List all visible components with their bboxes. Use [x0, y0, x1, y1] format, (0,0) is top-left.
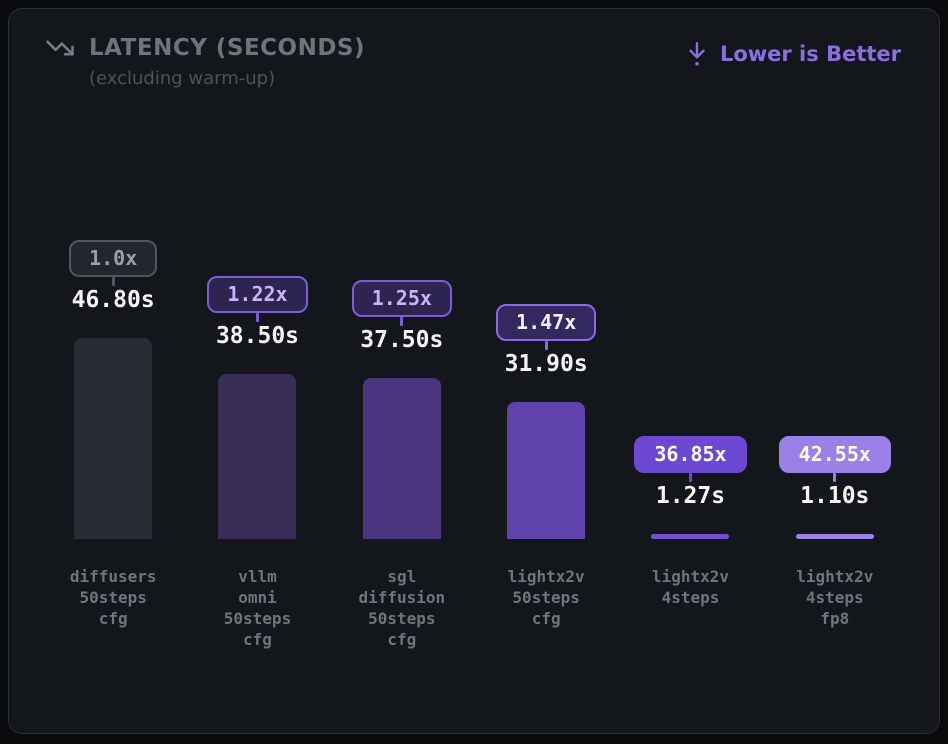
- badge-stem: [255, 313, 259, 322]
- lower-is-better-note: Lower is Better: [684, 39, 901, 69]
- bar-label: lightx2v 50steps cfg: [507, 567, 585, 628]
- bar-stack: 1.22x 38.50s: [207, 93, 308, 539]
- badge-stem: [833, 473, 837, 482]
- latency-value: 1.10s: [800, 483, 870, 509]
- bar-stack: 1.0x 46.80s: [69, 93, 158, 539]
- bar-stack: 1.25x 37.50s: [351, 93, 452, 539]
- badge-stem: [688, 473, 692, 482]
- bar-stack: 1.47x 31.90s: [496, 93, 597, 539]
- bar-label: lightx2v 4steps fp8: [796, 567, 874, 628]
- latency-value: 31.90s: [504, 351, 588, 377]
- speedup-badge: 36.85x: [634, 436, 747, 473]
- bar-label: diffusers 50steps cfg: [69, 567, 157, 628]
- bar-chart: 1.0x 46.80s diffusers 50steps cfg 1.22x 38.5…: [41, 93, 907, 650]
- badge-stem: [111, 277, 115, 286]
- trending-down-icon: [45, 33, 75, 63]
- bar-label: sgl diffusion 50steps cfg: [358, 567, 446, 649]
- bar-column: 42.55x 1.10s lightx2v 4steps fp8: [763, 93, 907, 650]
- badge-stem: [400, 317, 404, 326]
- card-header: LATENCY (SECONDS) (excluding warm-up) Lo…: [9, 9, 939, 93]
- bar: [651, 534, 730, 539]
- latency-chart-card: LATENCY (SECONDS) (excluding warm-up) Lo…: [8, 8, 940, 734]
- bar-stack: 42.55x 1.10s: [778, 93, 891, 539]
- title-row: LATENCY (SECONDS): [45, 33, 365, 63]
- bar: [74, 338, 153, 539]
- bar-stack: 36.85x 1.27s: [634, 93, 747, 539]
- speedup-badge: 42.55x: [778, 436, 891, 473]
- arrow-down-to-dot-icon: [684, 39, 710, 69]
- badge-stem: [544, 341, 548, 350]
- bar: [507, 402, 586, 539]
- bar-column: 1.22x 38.50s vllm omni 50steps cfg: [185, 93, 329, 650]
- latency-value: 38.50s: [215, 323, 300, 349]
- bar-label: lightx2v 4steps: [651, 567, 729, 607]
- latency-value: 37.50s: [360, 327, 444, 353]
- bar-column: 1.47x 31.90s lightx2v 50steps cfg: [474, 93, 618, 650]
- bar-column: 1.25x 37.50s sgl diffusion 50steps cfg: [330, 93, 474, 650]
- lower-is-better-label: Lower is Better: [719, 42, 901, 66]
- speedup-badge: 1.22x: [207, 276, 308, 313]
- bar-label: vllm omni 50steps cfg: [223, 567, 292, 649]
- bar-column: 1.0x 46.80s diffusers 50steps cfg: [41, 93, 185, 650]
- bar: [218, 374, 297, 539]
- page-title: LATENCY (SECONDS): [89, 35, 365, 61]
- bar-column: 36.85x 1.27s lightx2v 4steps: [618, 93, 762, 650]
- bar: [795, 534, 874, 539]
- speedup-badge: 1.47x: [496, 304, 597, 341]
- latency-value: 1.27s: [655, 483, 726, 509]
- latency-value: 46.80s: [71, 287, 155, 313]
- speedup-badge: 1.0x: [69, 240, 158, 277]
- header-left: LATENCY (SECONDS) (excluding warm-up): [45, 33, 365, 89]
- bar: [362, 378, 441, 539]
- speedup-badge: 1.25x: [351, 280, 452, 317]
- page-subtitle: (excluding warm-up): [89, 68, 276, 89]
